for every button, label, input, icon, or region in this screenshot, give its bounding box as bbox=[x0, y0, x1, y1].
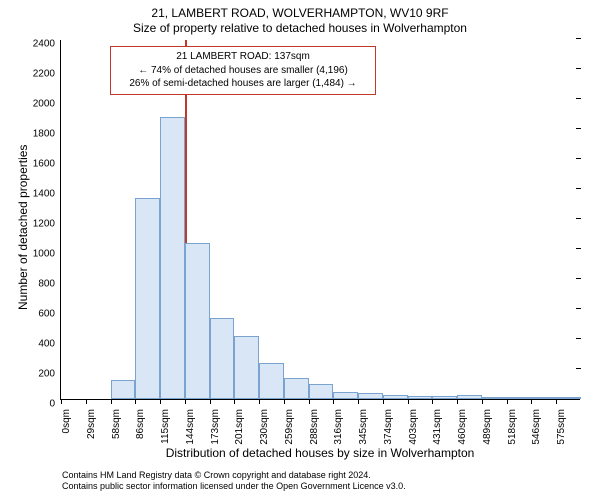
y-tick-mark bbox=[576, 278, 581, 279]
x-tick-label: 345sqm bbox=[358, 405, 369, 445]
x-tick-mark bbox=[259, 399, 260, 404]
callout-line-3: 26% of semi-detached houses are larger (… bbox=[117, 77, 369, 91]
x-tick-label: 86sqm bbox=[135, 405, 146, 439]
page-subtitle: Size of property relative to detached ho… bbox=[0, 21, 600, 36]
histogram-bar bbox=[531, 397, 556, 399]
histogram-bar bbox=[185, 243, 210, 399]
histogram-bar bbox=[358, 393, 383, 399]
x-tick-label: 403sqm bbox=[408, 405, 419, 445]
histogram-bar bbox=[482, 397, 507, 399]
x-tick-mark bbox=[185, 399, 186, 404]
y-tick-label: 1600 bbox=[33, 159, 61, 170]
x-tick-mark bbox=[408, 399, 409, 404]
histogram-bar bbox=[210, 318, 235, 399]
y-tick-mark bbox=[576, 188, 581, 189]
x-tick-mark bbox=[284, 399, 285, 404]
x-tick-label: 144sqm bbox=[185, 405, 196, 445]
x-tick-mark bbox=[160, 399, 161, 404]
x-tick-label: 288sqm bbox=[309, 405, 320, 445]
x-tick-label: 0sqm bbox=[61, 405, 72, 433]
x-tick-label: 575sqm bbox=[556, 405, 567, 445]
callout-line-2: ← 74% of detached houses are smaller (4,… bbox=[117, 64, 369, 78]
y-tick-mark bbox=[576, 218, 581, 219]
histogram-bar bbox=[135, 198, 160, 399]
y-tick-label: 1000 bbox=[33, 249, 61, 260]
histogram-bar bbox=[383, 395, 408, 400]
callout-line-1: 21 LAMBERT ROAD: 137sqm bbox=[117, 50, 369, 64]
x-tick-label: 230sqm bbox=[259, 405, 270, 445]
y-tick-mark bbox=[576, 248, 581, 249]
copyright-line-2: Contains public sector information licen… bbox=[62, 481, 406, 492]
histogram-bar bbox=[309, 384, 334, 399]
histogram-bar bbox=[556, 397, 581, 399]
x-tick-mark bbox=[432, 399, 433, 404]
y-tick-mark bbox=[576, 308, 581, 309]
y-tick-mark bbox=[576, 368, 581, 369]
x-tick-label: 173sqm bbox=[210, 405, 221, 445]
y-tick-label: 0 bbox=[49, 399, 61, 410]
x-tick-mark bbox=[556, 399, 557, 404]
y-tick-label: 1800 bbox=[33, 129, 61, 140]
x-tick-mark bbox=[383, 399, 384, 404]
x-tick-mark bbox=[531, 399, 532, 404]
x-tick-mark bbox=[333, 399, 334, 404]
x-tick-mark bbox=[482, 399, 483, 404]
x-tick-label: 316sqm bbox=[333, 405, 344, 445]
x-tick-label: 489sqm bbox=[482, 405, 493, 445]
histogram-bar bbox=[457, 395, 482, 400]
y-tick-mark bbox=[576, 338, 581, 339]
page-title: 21, LAMBERT ROAD, WOLVERHAMPTON, WV10 9R… bbox=[0, 0, 600, 21]
y-tick-label: 2200 bbox=[33, 69, 61, 80]
y-tick-label: 2400 bbox=[33, 39, 61, 50]
y-tick-label: 1200 bbox=[33, 219, 61, 230]
x-tick-label: 374sqm bbox=[383, 405, 394, 445]
x-tick-mark bbox=[61, 399, 62, 404]
copyright-line-1: Contains HM Land Registry data © Crown c… bbox=[62, 470, 406, 481]
y-tick-label: 200 bbox=[38, 369, 61, 380]
y-tick-label: 1400 bbox=[33, 189, 61, 200]
copyright-notice: Contains HM Land Registry data © Crown c… bbox=[62, 470, 406, 493]
y-tick-label: 600 bbox=[38, 309, 61, 320]
x-tick-label: 29sqm bbox=[86, 405, 97, 439]
x-tick-mark bbox=[507, 399, 508, 404]
x-axis-label: Distribution of detached houses by size … bbox=[60, 446, 580, 460]
x-tick-mark bbox=[135, 399, 136, 404]
x-tick-label: 431sqm bbox=[432, 405, 443, 445]
x-tick-mark bbox=[234, 399, 235, 404]
y-tick-mark bbox=[576, 38, 581, 39]
y-tick-label: 800 bbox=[38, 279, 61, 290]
histogram-bar bbox=[507, 397, 532, 399]
histogram-bar bbox=[333, 392, 358, 400]
histogram-bar bbox=[259, 363, 284, 399]
x-tick-mark bbox=[210, 399, 211, 404]
x-tick-mark bbox=[309, 399, 310, 404]
x-tick-mark bbox=[86, 399, 87, 404]
y-axis-label: Number of detached properties bbox=[16, 145, 30, 310]
y-tick-label: 2000 bbox=[33, 99, 61, 110]
histogram-bar bbox=[432, 396, 457, 399]
histogram-bar bbox=[408, 396, 433, 399]
histogram-bar bbox=[111, 380, 136, 400]
y-tick-mark bbox=[576, 98, 581, 99]
y-tick-label: 400 bbox=[38, 339, 61, 350]
y-tick-mark bbox=[576, 158, 581, 159]
histogram-bar bbox=[234, 336, 259, 399]
x-tick-label: 460sqm bbox=[457, 405, 468, 445]
x-tick-label: 58sqm bbox=[111, 405, 122, 439]
x-tick-label: 201sqm bbox=[234, 405, 245, 445]
x-tick-mark bbox=[457, 399, 458, 404]
histogram-bar bbox=[284, 378, 309, 399]
y-tick-mark bbox=[576, 128, 581, 129]
histogram-bar bbox=[160, 117, 185, 399]
x-tick-mark bbox=[358, 399, 359, 404]
y-tick-mark bbox=[576, 68, 581, 69]
x-tick-label: 518sqm bbox=[507, 405, 518, 445]
x-tick-label: 546sqm bbox=[531, 405, 542, 445]
callout-box: 21 LAMBERT ROAD: 137sqm ← 74% of detache… bbox=[110, 46, 376, 95]
x-tick-mark bbox=[111, 399, 112, 404]
x-tick-label: 259sqm bbox=[284, 405, 295, 445]
x-tick-label: 115sqm bbox=[160, 405, 171, 444]
